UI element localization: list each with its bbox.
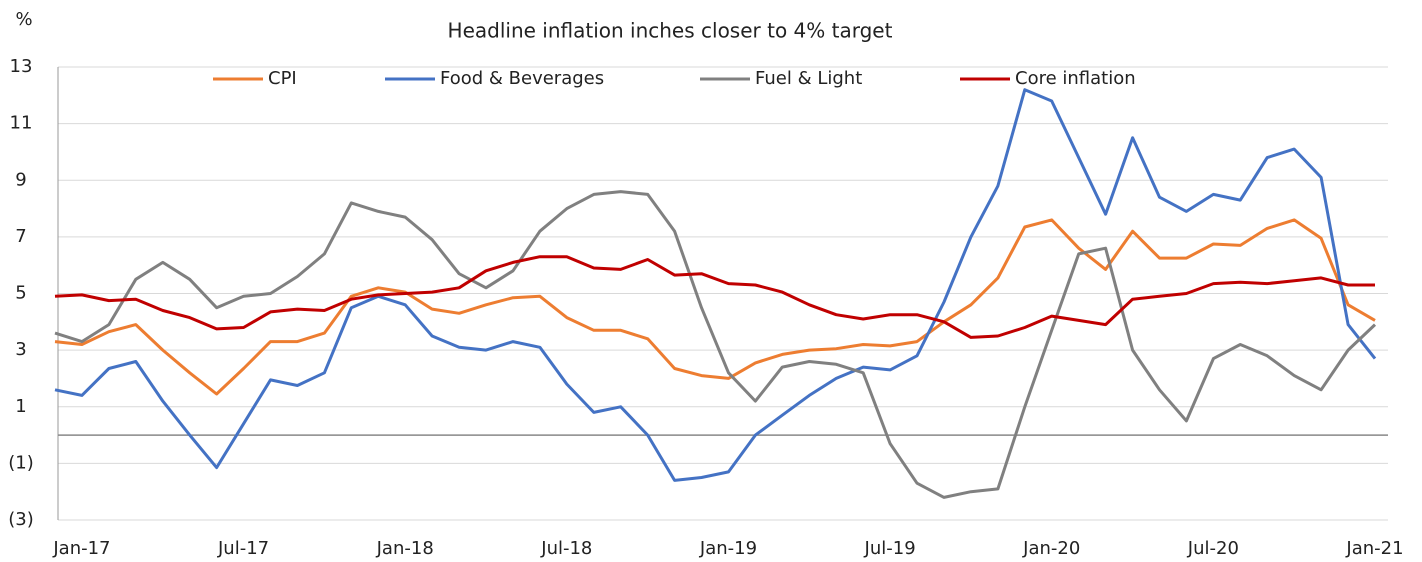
series-line [54, 190, 1377, 499]
y-tick-label: 5 [15, 283, 26, 304]
legend-label: Core inflation [1015, 68, 1136, 89]
legend-label: CPI [268, 68, 297, 89]
y-tick-label: 7 [15, 226, 26, 247]
x-tick-label: Jul-19 [864, 538, 916, 559]
x-tick-label: Jan-18 [376, 538, 434, 559]
x-tick-label: Jul-17 [217, 538, 269, 559]
y-tick-label: 11 [10, 113, 33, 134]
x-tick-label: Jan-17 [52, 538, 110, 559]
x-tick-label: Jan-21 [1345, 538, 1403, 559]
chart-title: Headline inflation inches closer to 4% t… [448, 19, 893, 43]
x-tick-label: Jan-19 [699, 538, 757, 559]
series-line [54, 255, 1375, 339]
y-tick-label: (1) [8, 452, 34, 473]
series-line [54, 218, 1376, 396]
series-line [54, 88, 1377, 482]
x-tick-label: Jul-18 [540, 538, 592, 559]
legend-label: Fuel & Light [755, 68, 862, 89]
y-tick-label: 13 [10, 56, 33, 77]
y-tick-label: (3) [8, 509, 34, 530]
legend-label: Food & Beverages [440, 68, 604, 89]
x-tick-label: Jan-20 [1022, 538, 1080, 559]
y-tick-label: 3 [15, 339, 26, 360]
x-tick-label: Jul-20 [1187, 538, 1239, 559]
y-tick-label: 9 [15, 169, 26, 190]
y-tick-label: 1 [15, 396, 26, 417]
y-axis-label: % [15, 9, 32, 30]
